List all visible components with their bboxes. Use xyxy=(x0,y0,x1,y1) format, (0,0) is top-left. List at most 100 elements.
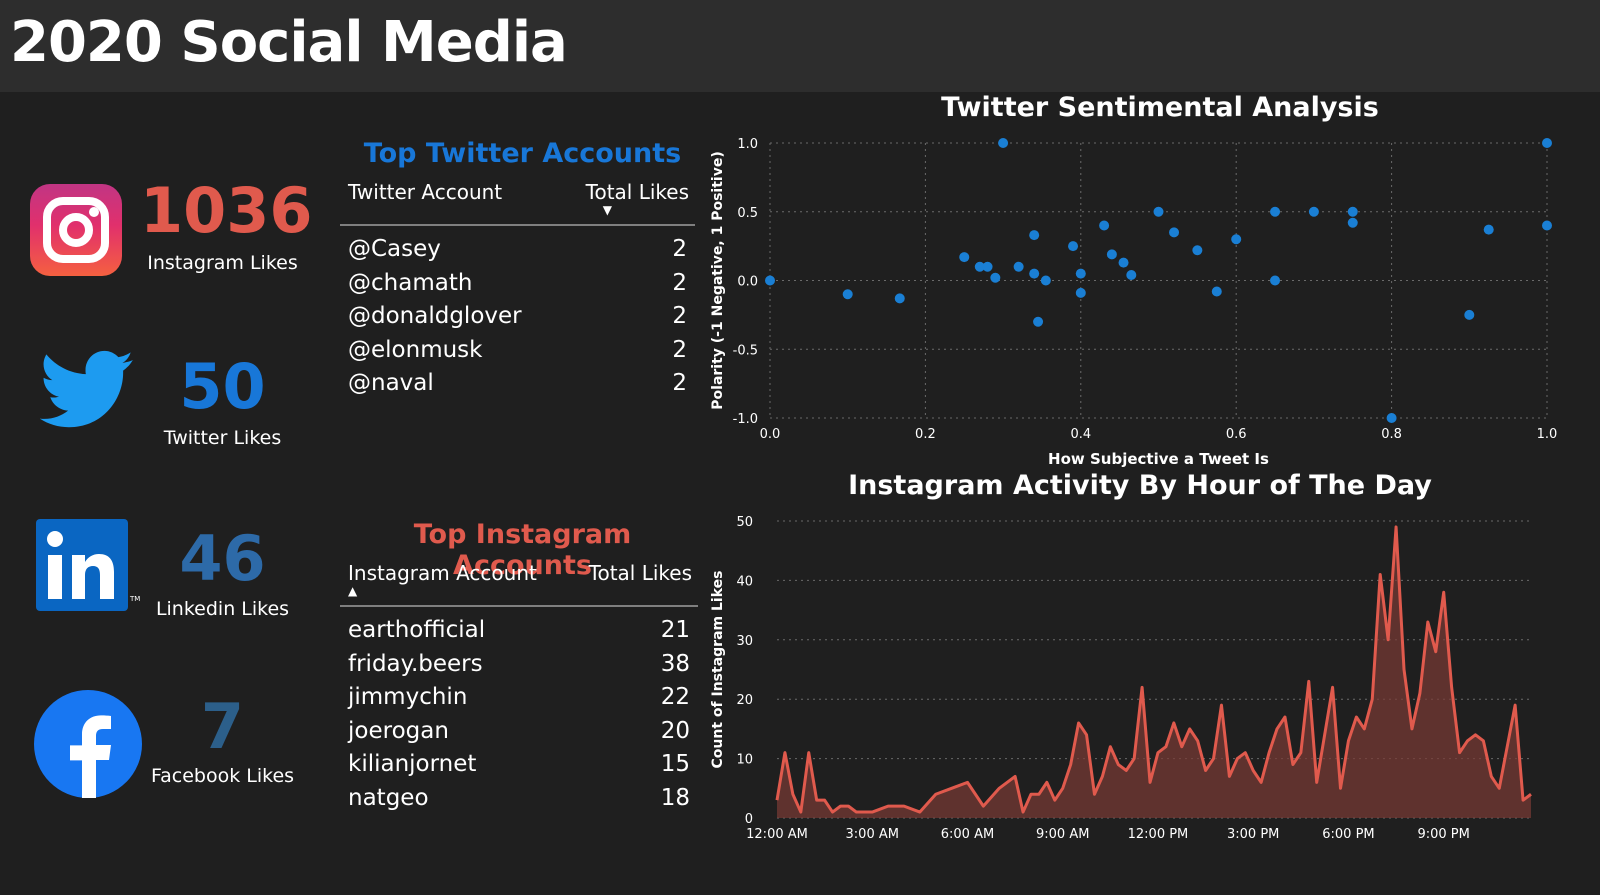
data-point xyxy=(1040,275,1051,286)
y-tick-label: 0.5 xyxy=(737,206,758,221)
facebook-icon xyxy=(34,690,142,798)
table-row[interactable]: @chamath 2 xyxy=(340,266,695,300)
facebook-likes-label: Facebook Likes xyxy=(150,765,295,787)
data-point xyxy=(1075,287,1086,298)
instagram-likes-label: Instagram Likes xyxy=(147,252,298,274)
data-point xyxy=(1099,220,1110,231)
series-line xyxy=(775,525,1532,814)
column-header-account[interactable]: Instagram Account xyxy=(348,561,537,585)
account-cell: @naval xyxy=(348,370,434,396)
table-header: Twitter Account Total Likes ▼ xyxy=(340,176,695,226)
likes-cell: 15 xyxy=(660,751,690,777)
likes-cell: 38 xyxy=(660,650,690,677)
x-tick-label: 6:00 AM xyxy=(941,827,994,842)
data-point xyxy=(1068,241,1079,252)
x-tick-label: 12:00 AM xyxy=(746,827,808,842)
linkedin-likes-value: 46 xyxy=(179,522,266,595)
likes-cell: 2 xyxy=(672,370,687,396)
table-row[interactable]: @Casey 2 xyxy=(340,232,695,266)
data-point xyxy=(1347,217,1358,228)
account-cell: @elonmusk xyxy=(348,336,483,363)
data-point xyxy=(1192,245,1203,256)
instagram-chart-title: Instagram Activity By Hour of The Day xyxy=(848,470,1432,501)
x-tick-label: 6:00 PM xyxy=(1322,827,1374,842)
y-tick-label: 1.0 xyxy=(737,137,758,152)
y-tick-label: 50 xyxy=(736,515,753,530)
likes-cell: 20 xyxy=(660,717,690,744)
column-header-likes[interactable]: Total Likes xyxy=(588,561,692,585)
y-axis-label: Count of Instagram Likes xyxy=(710,571,726,769)
table-row[interactable]: @donaldglover 2 xyxy=(340,299,695,333)
table-body: earthofficial 21 friday.beers 38 jimmychin 22… xyxy=(340,607,698,814)
account-cell: @donaldglover xyxy=(348,303,522,329)
facebook-likes-value: 7 xyxy=(200,690,245,763)
x-axis-label: How Subjective a Tweet Is xyxy=(1048,450,1269,468)
column-header-account[interactable]: Twitter Account xyxy=(348,180,503,204)
twitter-chart-title: Twitter Sentimental Analysis xyxy=(941,92,1379,123)
data-point xyxy=(1270,206,1281,217)
account-cell: jimmychin xyxy=(348,684,468,710)
likes-cell: 21 xyxy=(660,617,690,643)
y-tick-label: 20 xyxy=(736,693,753,708)
column-header-likes[interactable]: Total Likes xyxy=(585,180,689,204)
table-row[interactable]: @elonmusk 2 xyxy=(340,333,695,367)
svg-text:TM: TM xyxy=(129,595,140,603)
x-tick-label: 0.2 xyxy=(915,427,936,442)
y-tick-label: -1.0 xyxy=(733,412,758,427)
table-header: Instagram Account Total Likes ▲ xyxy=(340,557,698,607)
data-point xyxy=(1231,234,1242,245)
data-point xyxy=(1542,138,1552,148)
table-row[interactable]: jimmychin 22 xyxy=(340,680,698,714)
y-tick-label: 40 xyxy=(736,574,753,589)
sort-ascending-icon[interactable]: ▲ xyxy=(348,584,358,598)
data-point xyxy=(974,261,985,272)
table-row[interactable]: joerogan 20 xyxy=(340,714,698,748)
table-row[interactable]: natgeo 18 xyxy=(340,781,698,815)
x-tick-label: 0.6 xyxy=(1226,427,1247,442)
data-point xyxy=(1106,249,1117,260)
data-point xyxy=(1464,309,1475,320)
data-point xyxy=(1386,413,1397,423)
x-tick-label: 3:00 PM xyxy=(1227,827,1279,842)
data-point xyxy=(1542,220,1552,231)
data-point xyxy=(1118,257,1129,268)
twitter-icon xyxy=(39,350,135,430)
data-point xyxy=(990,272,1001,283)
instagram-accounts-table: Instagram Account Total Likes ▲ earthoff… xyxy=(340,557,698,814)
x-tick-label: 0.0 xyxy=(760,427,781,442)
x-tick-label: 1.0 xyxy=(1537,427,1558,442)
table-row[interactable]: @naval 2 xyxy=(340,366,695,400)
linkedin-icon: TM xyxy=(36,519,140,611)
table-row[interactable]: friday.beers 38 xyxy=(340,647,698,681)
instagram-icon xyxy=(30,184,122,276)
likes-cell: 2 xyxy=(672,336,687,363)
data-point xyxy=(1270,275,1281,286)
table-row[interactable]: kilianjornet 15 xyxy=(340,747,698,781)
page-title: 2020 Social Media xyxy=(10,10,568,75)
y-tick-label: 30 xyxy=(736,634,753,649)
account-cell: natgeo xyxy=(348,784,429,811)
data-point xyxy=(1075,268,1086,279)
data-point xyxy=(894,293,905,304)
account-cell: friday.beers xyxy=(348,650,483,677)
instagram-likes-value: 1036 xyxy=(140,174,313,247)
instagram-table-title: Top Instagram Accounts xyxy=(413,519,632,581)
x-tick-label: 9:00 AM xyxy=(1036,827,1089,842)
data-point xyxy=(842,289,853,300)
header-bar xyxy=(0,0,1600,92)
x-tick-label: 0.4 xyxy=(1070,427,1091,442)
data-point xyxy=(1033,316,1044,327)
data-point xyxy=(1029,230,1040,241)
table-row[interactable]: earthofficial 21 xyxy=(340,613,698,647)
x-tick-label: 12:00 PM xyxy=(1128,827,1189,842)
likes-cell: 2 xyxy=(672,303,687,329)
linkedin-likes-label: Linkedin Likes xyxy=(155,598,290,620)
table-body: @Casey 2 @chamath 2 @donaldglover 2 @elonmusk 2… xyxy=(340,226,695,400)
sort-descending-icon[interactable]: ▼ xyxy=(602,203,612,217)
y-axis-label: Polarity (-1 Negative, 1 Positive) xyxy=(710,151,726,409)
twitter-table-title: Top Twitter Accounts xyxy=(363,138,682,169)
data-point xyxy=(765,275,775,286)
data-point xyxy=(998,138,1009,148)
data-point xyxy=(1483,224,1494,235)
